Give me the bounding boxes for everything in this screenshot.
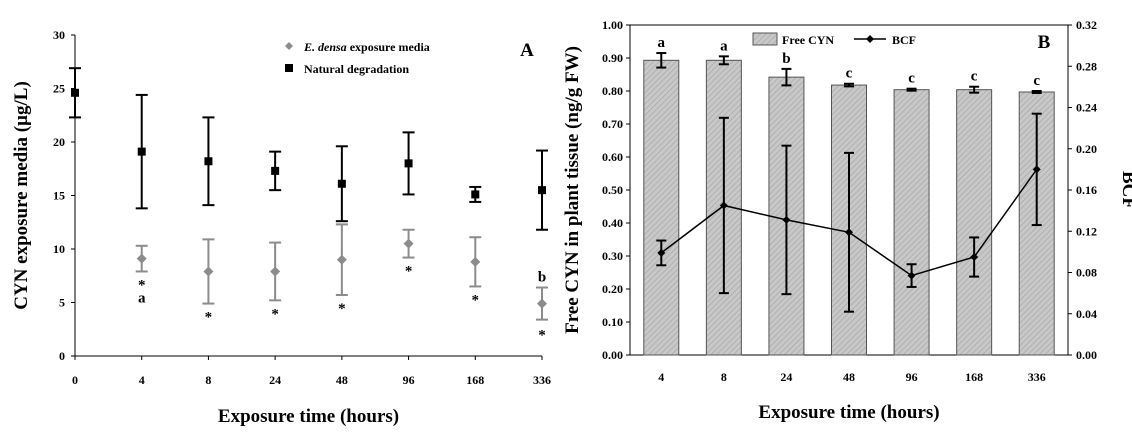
y-tick-label: 0.50 [602, 183, 623, 197]
x-tick-label: 48 [843, 370, 855, 384]
y-tick-label: 30 [53, 28, 65, 42]
x-tick-label: 24 [269, 373, 281, 387]
x-tick-label: 8 [205, 373, 211, 387]
annotation-asterisk: * [338, 301, 346, 317]
bar-free-cyn [957, 90, 992, 355]
y2-tick-label: 0.04 [1076, 307, 1097, 321]
legend-label-media-suffix: exposure media [347, 40, 430, 54]
x-tick-label: 96 [403, 373, 415, 387]
y-tick-label: 0.00 [602, 348, 623, 362]
bar-letter: a [658, 35, 666, 51]
point-media [404, 239, 414, 249]
point-media [203, 266, 213, 276]
y-tick-label: 0.90 [602, 51, 623, 65]
annotation-asterisk: * [538, 328, 546, 344]
bar-letter: a [720, 38, 728, 54]
chart-b-svg: 0.00 0.10 0.20 0.30 0.40 0.50 0.60 0.70 0.80 0.90… [556, 0, 1132, 428]
x-tick-label: 4 [658, 370, 664, 384]
bar-letter: c [908, 71, 915, 87]
legend-label-natural: Natural degradation [304, 62, 409, 76]
y2-tick-label: 0.32 [1076, 18, 1097, 32]
y2-tick-label: 0.20 [1076, 142, 1097, 156]
y-tick-label: 10 [53, 242, 65, 256]
y-tick-label: 5 [59, 296, 65, 310]
y-tick-label: 20 [53, 135, 65, 149]
point-natural [271, 167, 279, 175]
legend-marker-bcf [866, 35, 874, 43]
y-tick-label: 15 [53, 189, 65, 203]
point-natural [471, 190, 479, 198]
bar-free-cyn [644, 60, 679, 355]
y-tick-label: 0.30 [602, 249, 623, 263]
y-tick-label: 0.80 [602, 84, 623, 98]
y-tick-label: 0.60 [602, 150, 623, 164]
annotation-letter: a [138, 290, 146, 306]
legend-marker-black-square [285, 64, 293, 72]
point-natural [405, 159, 413, 167]
legend-label-media-species: E. densa [303, 40, 347, 54]
y2-tick-label: 0.16 [1076, 183, 1097, 197]
legend-marker-gray-diamond [285, 42, 293, 50]
y2-axis-title: BCF [1118, 171, 1132, 209]
y-tick-label: 0.10 [602, 315, 623, 329]
chart-panel-b: 0.00 0.10 0.20 0.30 0.40 0.50 0.60 0.70 0.80 0.90… [556, 0, 1132, 428]
y-tick-label: 0.40 [602, 216, 623, 230]
x-tick-label: 168 [965, 370, 983, 384]
point-media [137, 254, 147, 264]
legend-label-media: E. densa exposure media [303, 40, 430, 54]
legend-label-bcf: BCF [892, 33, 916, 47]
x-tick-label: 4 [139, 373, 145, 387]
point-media [470, 257, 480, 267]
point-media [270, 266, 280, 276]
annotation-asterisk: * [472, 292, 480, 308]
bar-letter: c [971, 69, 978, 85]
x-axis-title: Exposure time (hours) [218, 406, 399, 427]
annotation-asterisk: * [405, 264, 413, 280]
legend-label-free-cyn: Free CYN [782, 33, 834, 47]
point-natural [338, 180, 346, 188]
y2-tick-label: 0.24 [1076, 101, 1097, 115]
annotation-asterisk: * [205, 310, 213, 326]
x-tick-label: 0 [72, 373, 78, 387]
y-tick-label: 0.20 [602, 282, 623, 296]
bar-letter: c [846, 66, 853, 82]
point-natural [138, 148, 146, 156]
y-tick-label: 1.00 [602, 18, 623, 32]
legend-swatch-free-cyn [753, 33, 777, 45]
y-tick-label: 0 [59, 349, 65, 363]
point-natural [204, 157, 212, 165]
x-tick-label: 8 [721, 370, 727, 384]
y2-tick-label: 0.12 [1076, 224, 1097, 238]
point-natural [71, 89, 79, 97]
bar-letter: b [782, 51, 790, 67]
x-tick-label: 168 [466, 373, 484, 387]
y-tick-label: 0.70 [602, 117, 623, 131]
y2-tick-label: 0.08 [1076, 266, 1097, 280]
chart-panel-a: 0 5 10 15 20 25 30 0 4 8 24 48 96 168 336 Exposure time… [0, 0, 556, 428]
point-natural [538, 186, 546, 194]
annotation-letter: b [538, 270, 546, 286]
point-media [337, 255, 347, 265]
bar-letter: c [1033, 73, 1040, 89]
x-tick-label: 96 [906, 370, 918, 384]
x-tick-label: 336 [1028, 370, 1046, 384]
y-axis-title: Free CYN in plant tissue (ng/g FW) [562, 46, 583, 334]
y-tick-label: 25 [53, 82, 65, 96]
y2-tick-label: 0.28 [1076, 59, 1097, 73]
panel-label: B [1038, 32, 1051, 53]
panel-label: A [520, 40, 534, 61]
x-tick-label: 48 [336, 373, 348, 387]
y-axis-title: CYN exposure media (µg/L) [11, 81, 32, 310]
annotation-asterisk: * [271, 306, 279, 322]
x-axis-title: Exposure time (hours) [758, 402, 939, 423]
y2-tick-label: 0.00 [1076, 348, 1097, 362]
x-tick-label: 336 [533, 373, 551, 387]
point-media [537, 299, 547, 309]
bar-free-cyn [894, 90, 929, 355]
x-tick-label: 24 [780, 370, 792, 384]
